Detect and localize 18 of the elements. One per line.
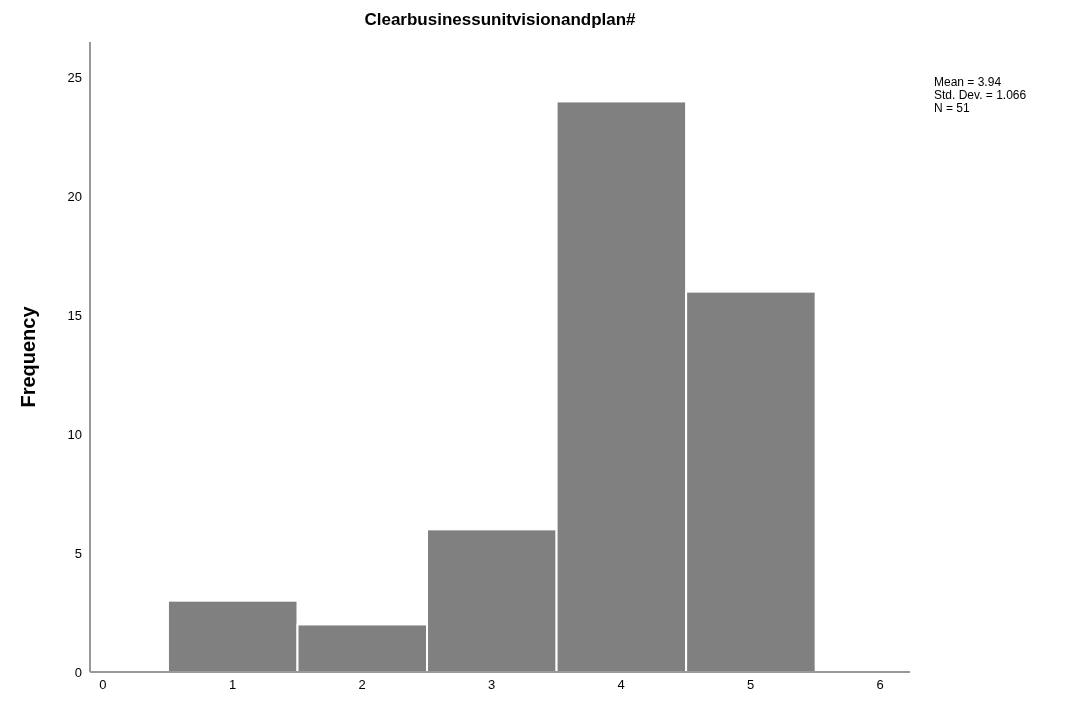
x-tick-label: 0 — [99, 677, 107, 693]
x-tick-label: 4 — [617, 677, 625, 693]
text: Mean = 3.94 — [934, 75, 1003, 89]
y-axis-title: Frequency — [17, 305, 40, 408]
chart-title: Clearbusinessunitvisionandplan# — [363, 10, 637, 30]
text: N = 51 — [934, 101, 971, 115]
y-tick-label: 5 — [74, 545, 82, 561]
x-tick-label: 3 — [487, 677, 496, 693]
y-tick-label: 20 — [67, 189, 82, 205]
x-tick-label: 6 — [876, 677, 884, 693]
x-tick-label: 5 — [747, 677, 755, 693]
y-tick-label: 0 — [74, 664, 82, 680]
x-tick-label: 1 — [228, 677, 237, 693]
x-tick-label: 2 — [358, 677, 366, 693]
y-tick-label: 10 — [67, 426, 82, 442]
text: Std. Dev. = 1.066 — [934, 88, 1027, 102]
y-tick-label: 25 — [67, 70, 82, 86]
y-tick-label: 15 — [67, 308, 82, 324]
